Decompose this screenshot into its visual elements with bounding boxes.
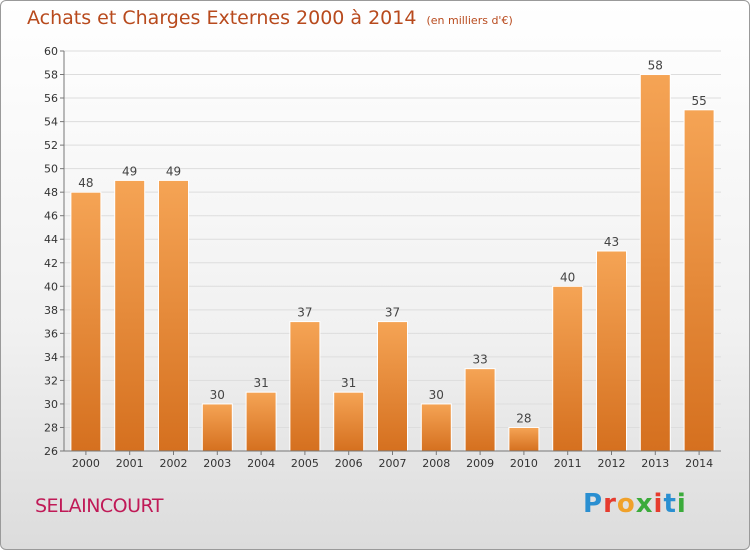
data-label: 30 xyxy=(429,388,444,402)
bar xyxy=(114,179,146,452)
bar xyxy=(552,285,584,452)
logo-letter: t xyxy=(663,489,677,519)
chart-title: Achats et Charges Externes 2000 à 2014 xyxy=(27,7,417,29)
y-tick-label: 32 xyxy=(44,374,58,387)
data-label: 31 xyxy=(253,376,268,390)
bar xyxy=(596,250,627,452)
data-label: 37 xyxy=(297,306,312,320)
x-tick-label: 2000 xyxy=(72,457,100,470)
x-tick-label: 2006 xyxy=(335,457,363,470)
logo-letter: i xyxy=(676,489,687,519)
y-tick-label: 60 xyxy=(44,45,58,58)
data-label: 58 xyxy=(648,59,663,73)
y-tick-label: 46 xyxy=(44,210,58,223)
logo-letter: o xyxy=(616,489,636,519)
y-tick-label: 30 xyxy=(44,398,58,411)
x-tick-label: 2011 xyxy=(554,457,582,470)
bar xyxy=(683,109,715,452)
x-tick-label: 2008 xyxy=(422,457,450,470)
x-tick-label: 2012 xyxy=(598,457,626,470)
bar xyxy=(289,321,321,452)
x-tick-label: 2003 xyxy=(203,457,231,470)
y-tick-label: 28 xyxy=(44,421,58,434)
commune-name: SELAINCOURT xyxy=(35,495,163,517)
x-tick-label: 2004 xyxy=(247,457,275,470)
bar xyxy=(508,426,540,452)
bar xyxy=(201,403,233,452)
x-tick-label: 2002 xyxy=(160,457,188,470)
data-label: 37 xyxy=(385,306,400,320)
y-tick-label: 50 xyxy=(44,163,58,176)
logo-letter: P xyxy=(583,489,604,519)
x-tick-label: 2014 xyxy=(685,457,713,470)
y-tick-label: 54 xyxy=(44,116,58,129)
logo-letter: x xyxy=(635,489,654,519)
data-label: 48 xyxy=(78,176,93,190)
y-tick-label: 52 xyxy=(44,139,58,152)
y-tick-label: 36 xyxy=(44,327,58,340)
bar xyxy=(158,179,189,452)
bar xyxy=(245,391,277,452)
x-tick-label: 2001 xyxy=(116,457,144,470)
data-label: 55 xyxy=(691,94,706,108)
y-tick-label: 40 xyxy=(44,280,58,293)
logo-letter: r xyxy=(603,489,617,519)
x-tick-label: 2005 xyxy=(291,457,319,470)
data-labels: 48 49 49 30 31 37 31 37 30 33 28 40 43 58 55 xyxy=(78,59,706,426)
bar xyxy=(70,191,102,452)
bar xyxy=(420,403,452,452)
proxiti-logo: Proxiti xyxy=(583,489,687,519)
y-tick-label: 56 xyxy=(44,92,58,105)
y-axis-ticks: 26 28 30 32 34 36 38 40 42 44 46 48 50 52 54 56 58 60 xyxy=(44,45,64,458)
x-tick-label: 2009 xyxy=(466,457,494,470)
y-tick-label: 26 xyxy=(44,445,58,458)
data-label: 31 xyxy=(341,376,356,390)
data-label: 43 xyxy=(604,235,619,249)
y-tick-label: 42 xyxy=(44,257,58,270)
x-tick-label: 2010 xyxy=(510,457,538,470)
data-label: 49 xyxy=(166,164,181,178)
y-tick-label: 34 xyxy=(44,351,58,364)
y-tick-label: 58 xyxy=(44,69,58,82)
data-label: 49 xyxy=(122,164,137,178)
data-label: 40 xyxy=(560,270,575,284)
bars xyxy=(70,74,715,452)
chart-unit: (en milliers d'€) xyxy=(426,14,513,27)
y-tick-label: 44 xyxy=(44,233,58,246)
x-tick-label: 2007 xyxy=(379,457,407,470)
x-tick-label: 2013 xyxy=(641,457,669,470)
y-tick-label: 48 xyxy=(44,186,58,199)
bar xyxy=(333,391,365,452)
data-label: 33 xyxy=(472,353,487,367)
data-label: 30 xyxy=(210,388,225,402)
y-tick-label: 38 xyxy=(44,304,58,317)
data-label: 28 xyxy=(516,411,531,425)
bar xyxy=(377,321,408,452)
axes xyxy=(63,51,721,452)
bar xyxy=(464,368,496,452)
logo-letter: i xyxy=(653,489,664,519)
chart-title-group: Achats et Charges Externes 2000 à 2014 (e… xyxy=(27,7,513,29)
bar xyxy=(639,74,671,452)
x-axis-ticks: 2000 2001 2002 2003 2004 2005 2006 2007 2008 2009… xyxy=(72,451,713,470)
